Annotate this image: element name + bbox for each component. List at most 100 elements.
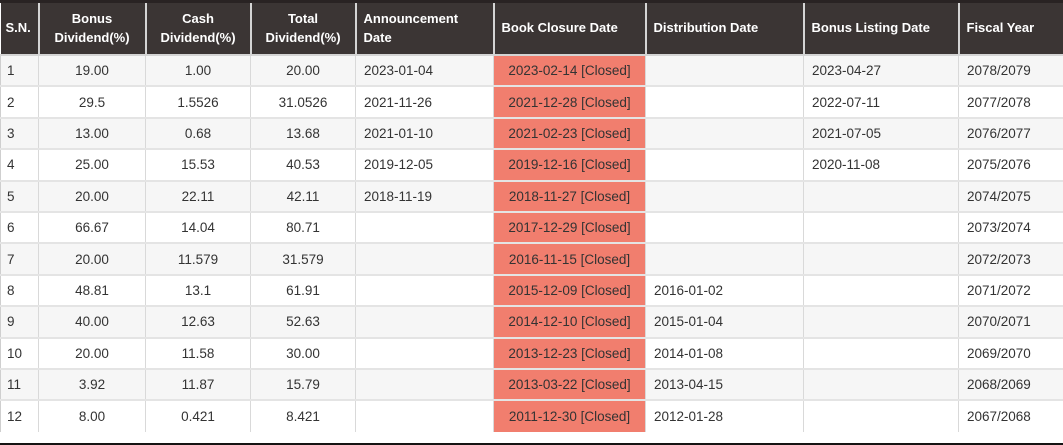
cell-distribution-date — [645, 211, 804, 245]
cell-cash-dividend: 0.421 — [145, 400, 251, 432]
column-header-announcement-date: Announcement Date — [354, 3, 494, 56]
cell-cash-dividend: 14.04 — [145, 211, 251, 245]
cell-book-closure-date: 2013-12-23 [Closed] — [493, 337, 646, 370]
table-row: 8 48.81 13.1 61.91 2015-12-09 [Closed] 2… — [0, 274, 1063, 308]
column-header-total-dividend: Total Dividend(%) — [249, 3, 356, 56]
cell-fiscal-year: 2072/2073 — [958, 243, 1063, 276]
column-header-sn: S.N. — [0, 3, 39, 56]
cell-distribution-date: 2015-01-04 — [645, 306, 804, 339]
cell-distribution-date — [645, 55, 804, 88]
cell-bonus-dividend: 20.00 — [38, 337, 146, 370]
cell-bonus-listing-date — [803, 274, 959, 308]
cell-fiscal-year: 2071/2072 — [958, 274, 1063, 308]
cell-bonus-listing-date: 2021-07-05 — [803, 117, 959, 151]
cell-sn: 2 — [0, 86, 39, 119]
table-row: 12 8.00 0.421 8.421 2011-12-30 [Closed] … — [0, 400, 1063, 432]
table-row: 6 66.67 14.04 80.71 2017-12-29 [Closed] … — [0, 211, 1063, 245]
cell-total-dividend: 13.68 — [250, 117, 356, 151]
cell-fiscal-year: 2069/2070 — [958, 337, 1063, 370]
cell-cash-dividend: 22.11 — [145, 180, 251, 213]
cell-bonus-listing-date: 2022-07-11 — [803, 86, 959, 119]
cell-book-closure-date: 2015-12-09 [Closed] — [493, 274, 646, 308]
cell-fiscal-year: 2068/2069 — [958, 368, 1063, 402]
cell-announcement-date: 2019-12-05 — [355, 149, 494, 182]
cell-total-dividend: 8.421 — [250, 400, 356, 432]
table-row: 3 13.00 0.68 13.68 2021-01-10 2021-02-23… — [0, 117, 1063, 151]
cell-fiscal-year: 2074/2075 — [958, 180, 1063, 213]
cell-distribution-date: 2016-01-02 — [645, 274, 804, 308]
cell-sn: 1 — [0, 55, 39, 88]
table-row: 10 20.00 11.58 30.00 2013-12-23 [Closed]… — [0, 337, 1063, 370]
cell-book-closure-date: 2014-12-10 [Closed] — [493, 306, 646, 339]
cell-book-closure-date: 2013-03-22 [Closed] — [493, 368, 646, 402]
cell-sn: 10 — [0, 337, 39, 370]
cell-bonus-dividend: 13.00 — [38, 117, 146, 151]
column-header-bonus-dividend: Bonus Dividend(%) — [37, 3, 146, 56]
cell-distribution-date — [645, 117, 804, 151]
cell-announcement-date: 2021-11-26 — [355, 86, 494, 119]
column-header-cash-dividend: Cash Dividend(%) — [144, 3, 251, 56]
cell-announcement-date — [355, 337, 494, 370]
cell-distribution-date — [645, 86, 804, 119]
cell-sn: 8 — [0, 274, 39, 308]
cell-fiscal-year: 2075/2076 — [958, 149, 1063, 182]
cell-bonus-dividend: 3.92 — [38, 368, 146, 402]
cell-sn: 7 — [0, 243, 39, 276]
cell-bonus-dividend: 48.81 — [38, 274, 146, 308]
cell-announcement-date — [355, 400, 494, 432]
cell-bonus-dividend: 40.00 — [38, 306, 146, 339]
cell-book-closure-date: 2017-12-29 [Closed] — [493, 211, 646, 245]
cell-book-closure-date: 2021-02-23 [Closed] — [493, 117, 646, 151]
column-header-bonus-listing-date: Bonus Listing Date — [802, 3, 959, 56]
cell-cash-dividend: 1.5526 — [145, 86, 251, 119]
cell-bonus-dividend: 29.5 — [38, 86, 146, 119]
column-header-distribution-date: Distribution Date — [644, 3, 804, 56]
cell-bonus-listing-date — [803, 368, 959, 402]
cell-total-dividend: 15.79 — [250, 368, 356, 402]
cell-book-closure-date: 2021-12-28 [Closed] — [493, 86, 646, 119]
cell-book-closure-date: 2023-02-14 [Closed] — [493, 55, 646, 88]
table-body: 1 19.00 1.00 20.00 2023-01-04 2023-02-14… — [0, 55, 1063, 432]
cell-fiscal-year: 2077/2078 — [958, 86, 1063, 119]
cell-announcement-date: 2021-01-10 — [355, 117, 494, 151]
cell-bonus-dividend: 20.00 — [38, 180, 146, 213]
cell-total-dividend: 42.11 — [250, 180, 356, 213]
table-row: 2 29.5 1.5526 31.0526 2021-11-26 2021-12… — [0, 86, 1063, 119]
cell-bonus-listing-date — [803, 211, 959, 245]
cell-cash-dividend: 0.68 — [145, 117, 251, 151]
cell-distribution-date — [645, 149, 804, 182]
cell-bonus-dividend: 19.00 — [38, 55, 146, 88]
cell-book-closure-date: 2019-12-16 [Closed] — [493, 149, 646, 182]
cell-book-closure-date: 2011-12-30 [Closed] — [493, 400, 646, 432]
cell-fiscal-year: 2076/2077 — [958, 117, 1063, 151]
cell-sn: 9 — [0, 306, 39, 339]
cell-total-dividend: 31.0526 — [250, 86, 356, 119]
column-header-book-closure-date: Book Closure Date — [492, 3, 646, 56]
table-row: 1 19.00 1.00 20.00 2023-01-04 2023-02-14… — [0, 55, 1063, 88]
cell-total-dividend: 61.91 — [250, 274, 356, 308]
cell-fiscal-year: 2067/2068 — [958, 400, 1063, 432]
cell-fiscal-year: 2078/2079 — [958, 55, 1063, 88]
cell-fiscal-year: 2073/2074 — [958, 211, 1063, 245]
cell-announcement-date: 2023-01-04 — [355, 55, 494, 88]
cell-cash-dividend: 1.00 — [145, 55, 251, 88]
table-row: 11 3.92 11.87 15.79 2013-03-22 [Closed] … — [0, 368, 1063, 402]
cell-sn: 12 — [0, 400, 39, 432]
cell-sn: 3 — [0, 117, 39, 151]
table-row: 5 20.00 22.11 42.11 2018-11-19 2018-11-2… — [0, 180, 1063, 213]
cell-fiscal-year: 2070/2071 — [958, 306, 1063, 339]
cell-announcement-date — [355, 243, 494, 276]
cell-bonus-listing-date — [803, 243, 959, 276]
cell-cash-dividend: 15.53 — [145, 149, 251, 182]
cell-bonus-listing-date — [803, 337, 959, 370]
cell-announcement-date — [355, 274, 494, 308]
cell-cash-dividend: 13.1 — [145, 274, 251, 308]
header-row: S.N. Bonus Dividend(%) Cash Dividend(%) … — [0, 3, 1063, 56]
table-row: 4 25.00 15.53 40.53 2019-12-05 2019-12-1… — [0, 149, 1063, 182]
cell-bonus-dividend: 8.00 — [38, 400, 146, 432]
cell-cash-dividend: 11.87 — [145, 368, 251, 402]
column-header-fiscal-year: Fiscal Year — [957, 3, 1063, 56]
table-row: 9 40.00 12.63 52.63 2014-12-10 [Closed] … — [0, 306, 1063, 339]
cell-distribution-date — [645, 243, 804, 276]
